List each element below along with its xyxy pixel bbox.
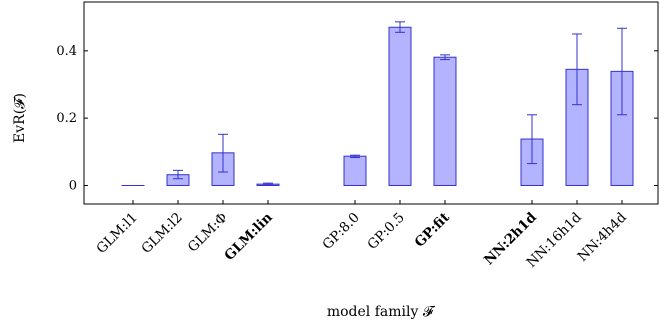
error-bar-GLM:Φ [218, 133, 228, 173]
x-tick-label-GLM:Φ: GLM:Φ [185, 210, 231, 256]
error-bar-NN:4h4d [617, 27, 627, 116]
y-axis-label: EvR(𝓕) [12, 93, 28, 143]
x-axis-label: model family 𝓕 [327, 304, 436, 320]
error-bar-NN:2h1d [527, 114, 537, 165]
x-tick-label-GP:8.0: GP:8.0 [319, 210, 362, 253]
y-tick-label: 0.2 [56, 111, 77, 126]
bar-GP:8.0 [343, 155, 367, 186]
x-tick-label-GP:fit: GP:fit [412, 209, 454, 251]
y-tick-label: 0 [69, 178, 77, 193]
y-axis: 0 0.2 0.4 [56, 44, 658, 193]
y-tick-label: 0.4 [56, 44, 77, 59]
x-tick-label-GP:0.5: GP:0.5 [364, 210, 407, 253]
x-tick-label-GLM:l2: GLM:l2 [138, 210, 185, 257]
x-tick-label-NN:4h4d: NN:4h4d [575, 209, 631, 265]
error-bar-GLM:l2 [173, 169, 183, 180]
bar-GP:fit [433, 56, 457, 186]
x-tick-label-GLM:l1: GLM:l1 [93, 210, 140, 257]
error-bar-GP:0.5 [395, 21, 405, 33]
error-bar-GP:fit [440, 54, 450, 61]
plot-frame [83, 1, 659, 205]
plot-area [121, 21, 634, 186]
bar-GP:0.5 [388, 26, 412, 186]
error-bar-GP:8.0 [350, 154, 360, 159]
error-bar-GLM:lin [263, 182, 273, 186]
error-bar-NN:16h1d [572, 33, 582, 106]
x-tick-label-GLM:lin: GLM:lin [221, 209, 276, 264]
